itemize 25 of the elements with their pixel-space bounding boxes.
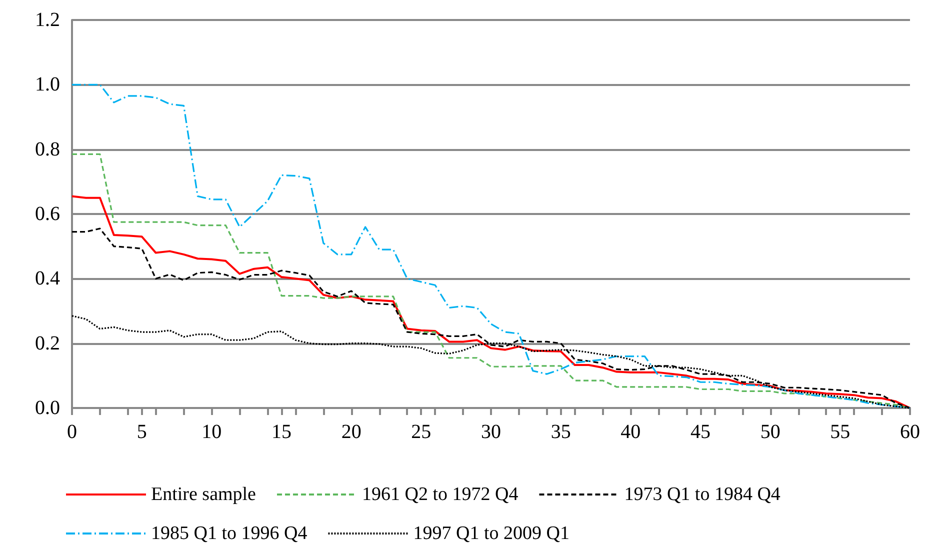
x-tick-label: 40 (620, 421, 641, 443)
x-tick-label: 60 (900, 421, 920, 443)
x-tick-label: 15 (272, 421, 292, 443)
x-tick-label: 0 (67, 421, 77, 443)
legend-label: 1961 Q2 to 1972 Q4 (362, 484, 519, 505)
y-tick-label: 0.2 (35, 332, 60, 354)
y-tick-label: 1.2 (35, 9, 60, 31)
legend-label: Entire sample (151, 484, 256, 505)
y-tick-label: 0.6 (35, 203, 60, 225)
x-tick-label: 5 (136, 421, 147, 443)
legend-label: 1997 Q1 to 2009 Q1 (413, 523, 570, 544)
x-tick-label: 45 (690, 421, 710, 443)
x-tick-label: 25 (411, 421, 432, 443)
y-tick-label: 0.0 (35, 397, 60, 419)
x-tick-label: 30 (481, 421, 501, 443)
legend-label: 1973 Q1 to 1984 Q4 (624, 484, 781, 505)
y-tick-label: 1.0 (35, 74, 60, 96)
x-tick-label: 10 (202, 421, 222, 443)
x-tick-label: 50 (760, 421, 780, 443)
legend-label: 1985 Q1 to 1996 Q4 (151, 523, 308, 544)
x-tick-label: 55 (830, 421, 850, 443)
x-tick-label: 35 (550, 421, 571, 443)
y-tick-label: 0.4 (35, 268, 60, 290)
y-tick-label: 0.8 (35, 138, 60, 160)
x-tick-label: 20 (341, 421, 362, 443)
